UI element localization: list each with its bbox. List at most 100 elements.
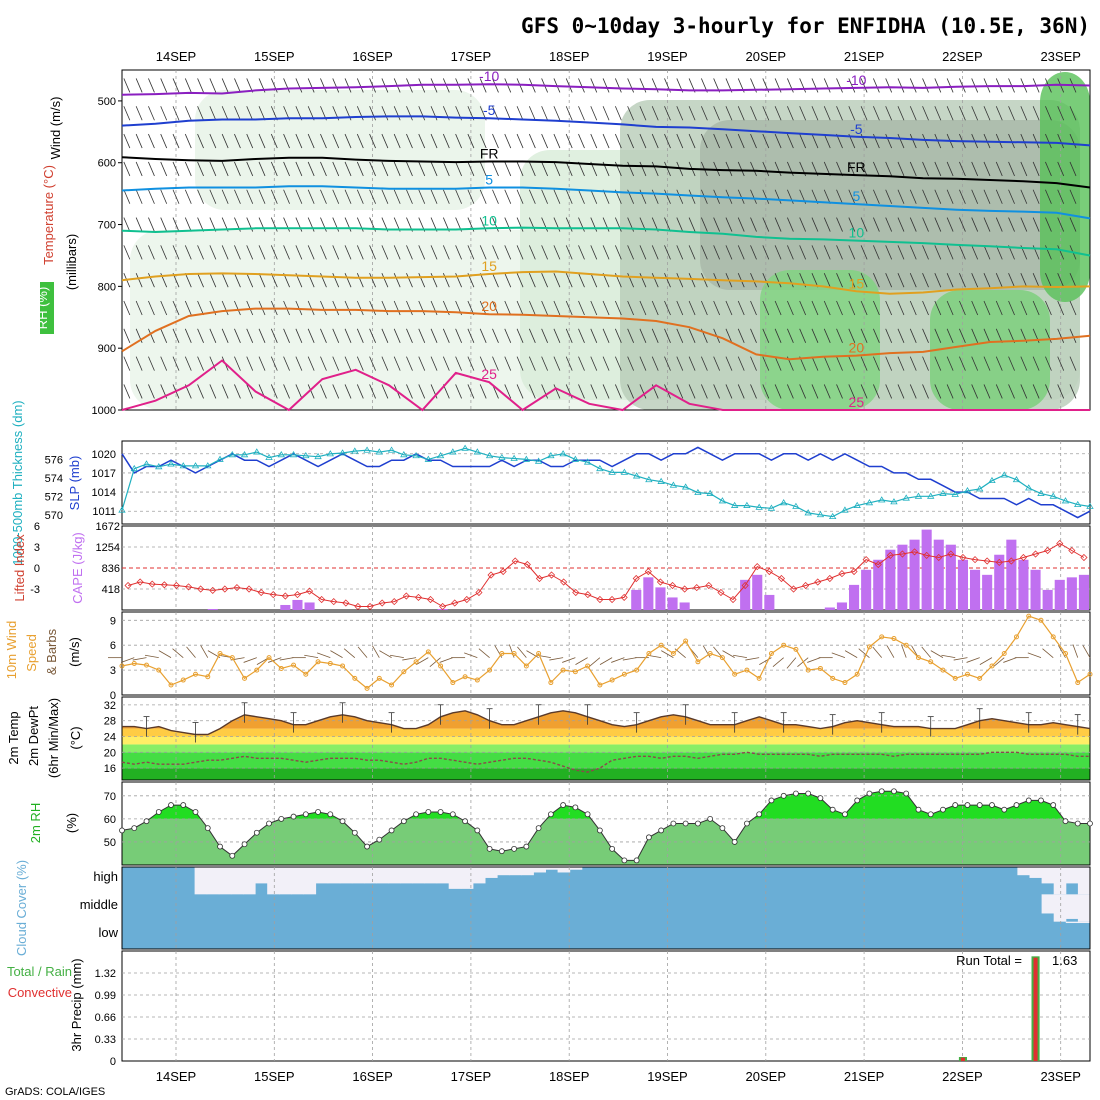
wind-barb [676, 106, 684, 121]
wind-barb [1045, 217, 1052, 232]
rh-marker [1025, 797, 1032, 804]
top-day-label: 16SEP [352, 49, 392, 64]
wind-barb [123, 328, 131, 343]
wind-barb [995, 300, 1003, 316]
wind-barb [725, 133, 733, 149]
wind-barb [209, 161, 217, 177]
rh-marker [878, 788, 885, 795]
wind-barb [332, 217, 340, 232]
wind-barb [627, 106, 635, 121]
rh-marker [854, 797, 861, 804]
thickness-marker [363, 446, 371, 453]
wind-barb [184, 217, 192, 232]
thickness-marker [779, 499, 788, 506]
wind-barb [922, 328, 929, 343]
wind-barb [381, 106, 389, 121]
wind-barb [983, 356, 991, 371]
cloud-level-label: low [98, 925, 118, 940]
wind-barb [369, 133, 376, 149]
wind-barb [1045, 273, 1052, 288]
rh-marker [891, 788, 897, 795]
wind-barb [725, 300, 733, 316]
wind-barb [971, 161, 979, 177]
lifted-index-marker [584, 591, 592, 599]
wind-barb [344, 189, 352, 204]
wind-barb [148, 245, 155, 260]
wind-barb [369, 245, 376, 260]
rh-marker [658, 827, 665, 834]
wind-barb [799, 328, 807, 343]
wind-barb [283, 328, 290, 343]
wind-barb [541, 356, 548, 371]
rh-marker [462, 818, 468, 825]
wind-barb [1008, 356, 1015, 371]
wind-barb [492, 328, 499, 343]
wind-barb [897, 328, 905, 343]
wind-barb [186, 646, 196, 658]
thickness-marker [596, 464, 604, 472]
thickness-marker [461, 444, 469, 451]
wind-barb [221, 106, 229, 121]
wind-barb [602, 106, 610, 121]
wind-barb [160, 245, 168, 260]
wind-barb [270, 133, 278, 149]
wind-barb [934, 161, 942, 177]
wind-barb [737, 384, 745, 399]
wind-barb [578, 106, 585, 121]
wind-barb [467, 133, 475, 149]
wind-barb [344, 384, 352, 399]
wind-speed-marker [683, 638, 689, 644]
lifted-index-marker [136, 578, 144, 586]
rh-shading-region [195, 90, 485, 210]
wind-barb [836, 300, 843, 316]
wind-speed-marker [830, 675, 836, 681]
wind-barb [762, 273, 770, 288]
thickness-marker [473, 448, 482, 455]
wind-barb [1020, 217, 1028, 232]
wind-barb [221, 161, 229, 177]
wind-barb [148, 106, 155, 121]
wind-barb [627, 161, 635, 177]
wind-barb [750, 161, 757, 177]
wind-speed-marker [940, 667, 946, 673]
thickness-marker [387, 446, 396, 453]
wind-barb [504, 217, 512, 232]
wind-barb [922, 384, 929, 399]
wind-barb [983, 106, 991, 121]
cloud-clear-cell [1065, 921, 1079, 924]
wind-barb [811, 328, 819, 343]
wind-speed-marker [646, 651, 652, 656]
wind-barb [504, 106, 512, 121]
wind-barb [565, 273, 573, 288]
wind-speed-marker [572, 669, 578, 675]
top-day-label: 21SEP [844, 49, 884, 64]
wind-barb [307, 217, 315, 232]
thickness-marker [877, 496, 886, 503]
wind-barb [639, 356, 647, 371]
lifted-index-tick-label: -3 [30, 584, 40, 596]
wind-barb [848, 384, 856, 399]
wind-barb [160, 78, 168, 93]
wind-barb [1008, 384, 1015, 399]
wind-barb [860, 106, 868, 121]
lifted-index-marker [971, 556, 979, 564]
cloud-clear-cell [509, 867, 522, 876]
wind-barb [1032, 356, 1040, 371]
wind-barb [148, 328, 155, 343]
cloud-clear-cell [1053, 867, 1067, 895]
wind-barb [123, 133, 131, 149]
wind-barb [393, 245, 401, 260]
wind-barb [627, 245, 635, 260]
lifted-index-marker [221, 585, 229, 593]
wind-barb [172, 133, 180, 149]
bottom-day-label: 20SEP [746, 1069, 786, 1084]
wind-barb [356, 161, 364, 177]
wind-barb [995, 189, 1003, 204]
wind-barb [221, 245, 229, 260]
wind-barb [700, 384, 708, 399]
ua-frame [121, 69, 1091, 411]
thickness-marker [118, 506, 126, 513]
lifted-index-marker [814, 578, 822, 586]
wind-barb [759, 657, 772, 665]
